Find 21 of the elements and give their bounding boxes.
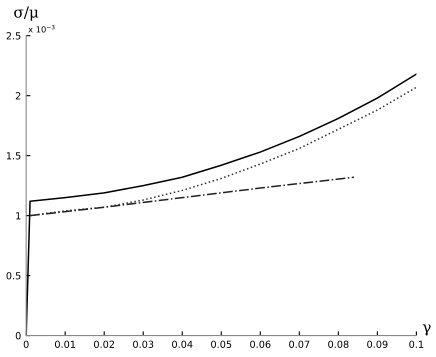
y-tick-label: 1.5 <box>6 152 20 160</box>
y-tick-label: 0.5 <box>6 272 20 280</box>
x-axis-title: γ <box>422 324 431 336</box>
x-tick-label: 0.1 <box>409 340 424 348</box>
x-tick-label: 0.02 <box>94 340 114 348</box>
x-tick-label: 0.01 <box>55 340 76 348</box>
y-tick-label: 2 <box>16 92 20 100</box>
y-tick-label: 2.5 <box>6 32 20 40</box>
x-tick-label: 0 <box>24 340 29 348</box>
x-tick-label: 0.06 <box>250 340 271 348</box>
x-tick-label: 0.08 <box>328 340 348 348</box>
text: x 10$^{−3}$ <box>28 24 55 33</box>
x-tick-label: 0.04 <box>172 340 193 348</box>
y-axis-title: σ/μ <box>14 6 38 21</box>
y-tick-label: 0 <box>16 332 21 340</box>
x-tick-label: 0.05 <box>211 340 232 348</box>
x-tick-label: 0.09 <box>367 340 388 348</box>
y-tick-label: 1 <box>16 212 20 220</box>
x-tick-label: 0.03 <box>133 340 154 348</box>
x-tick-label: 0.07 <box>289 340 310 348</box>
line-series <box>29 176 355 216</box>
